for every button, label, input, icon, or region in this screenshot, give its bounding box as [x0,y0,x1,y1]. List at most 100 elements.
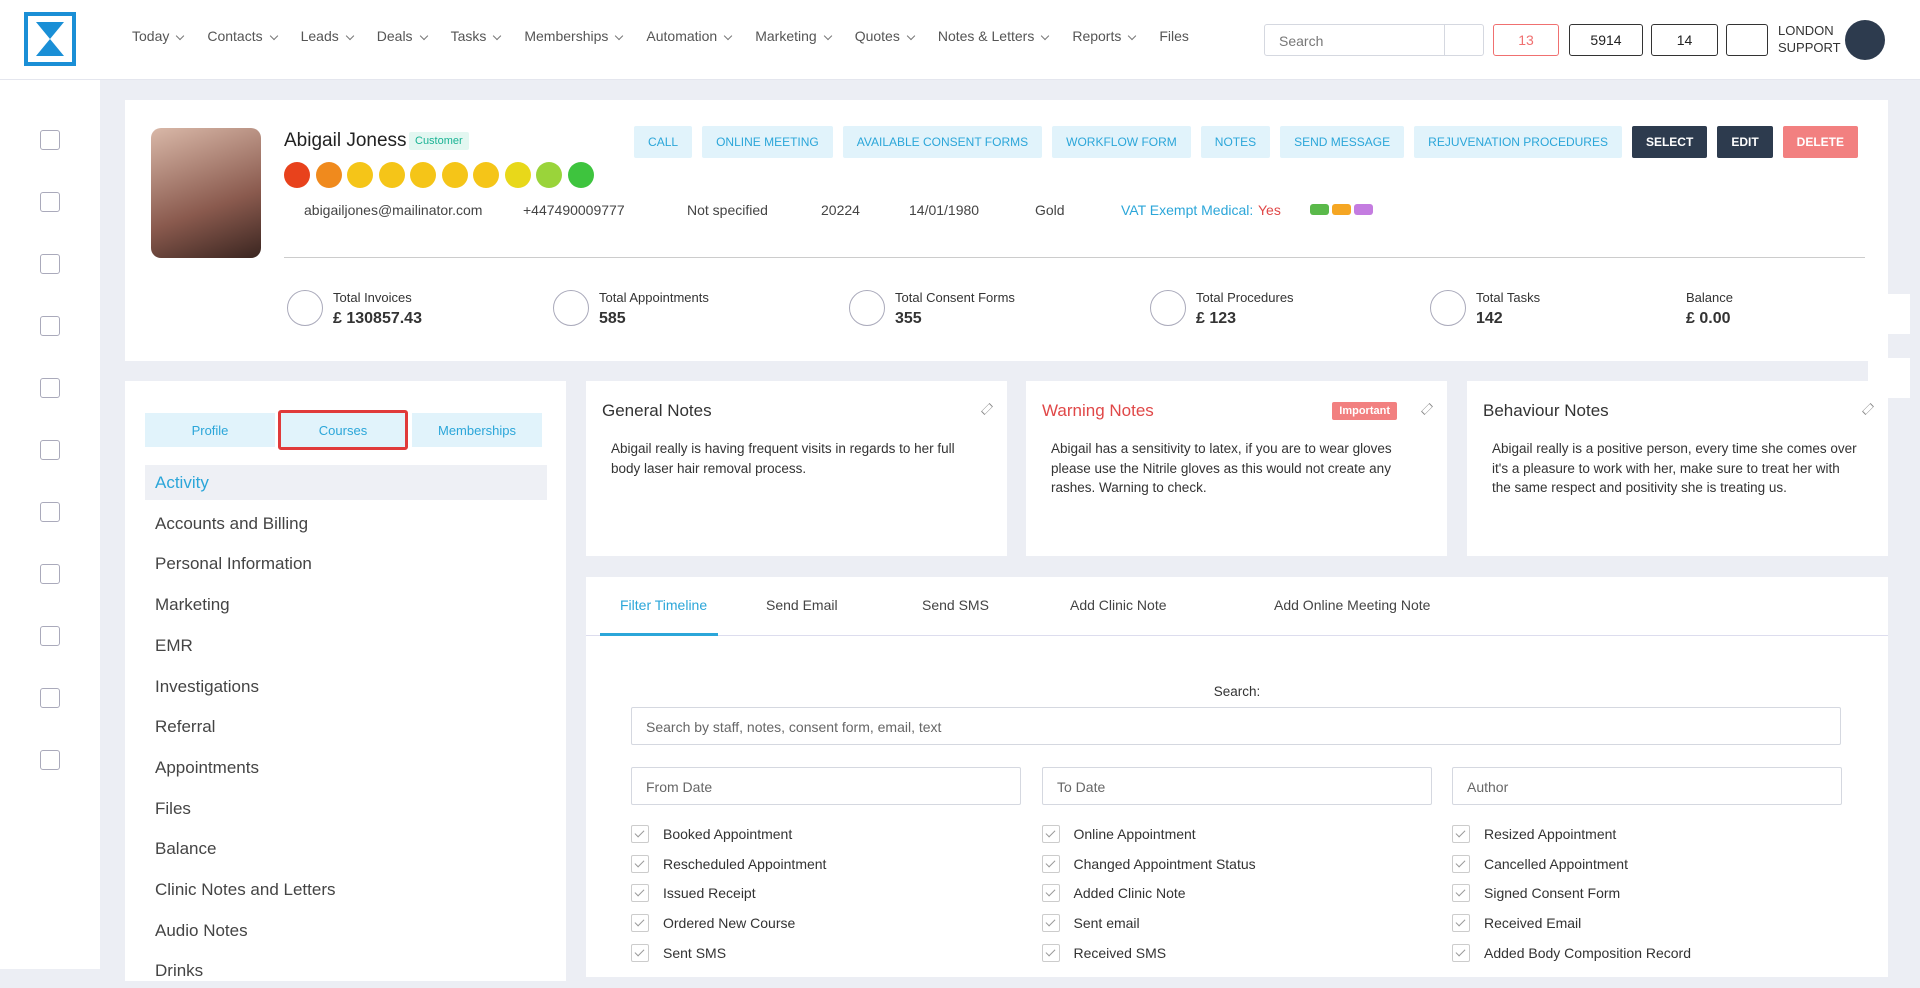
search-input[interactable]: Search by staff, notes, consent form, em… [631,707,1841,745]
filter-input[interactable]: From Date [631,767,1021,805]
stat-label: Total Appointments [599,290,709,305]
note-card: Behaviour Notes Abigail really is a posit… [1467,381,1888,556]
action-button[interactable]: WORKFLOW FORM [1052,126,1191,158]
filter-checkbox[interactable]: Added Clinic Note [1041,884,1186,903]
menu-item[interactable]: Accounts and Billing [155,513,309,533]
sidebar-icon[interactable] [40,192,60,212]
sidebar-icon[interactable] [40,254,60,274]
tab[interactable]: Profile [145,413,275,447]
phone-button[interactable]: 5914 [1569,24,1643,56]
note-title: General Notes [602,401,712,420]
menu-item[interactable]: Appointments [155,757,259,777]
menu-item[interactable]: Files [155,798,191,818]
menu-item[interactable]: Referral [155,717,216,737]
menu-item[interactable]: Audio Notes [155,920,248,940]
edit-icon[interactable] [1421,403,1433,415]
menu-item[interactable]: Drinks [155,961,204,981]
rating-face[interactable] [315,162,342,188]
nav-item[interactable]: Memberships [524,28,624,44]
cart-button[interactable] [1868,294,1910,334]
sidebar-icon[interactable] [40,502,60,522]
avatar[interactable] [1845,20,1885,60]
nav-item[interactable]: Automation [646,28,733,44]
filter-checkbox[interactable]: Resized Appointment [1452,825,1616,843]
filter-checkbox[interactable]: Issued Receipt [631,884,756,903]
tab[interactable]: Memberships [412,413,542,447]
rating-face[interactable] [473,162,499,188]
filter-checkbox[interactable]: Online Appointment [1041,825,1196,843]
menu-item[interactable]: EMR [155,635,193,655]
nav-item[interactable]: Files [1159,28,1189,44]
menu-item[interactable]: Activity [145,465,547,500]
nav-item[interactable]: Reports [1072,28,1137,44]
filter-input[interactable]: To Date [1042,767,1432,805]
timeline-tab[interactable]: Filter Timeline [620,597,708,613]
action-button[interactable]: DELETE [1782,126,1858,158]
menu-item[interactable]: Investigations [155,676,259,696]
menu-item[interactable]: Balance [155,839,217,859]
rating-face[interactable] [567,162,594,188]
rating-face[interactable] [410,162,436,188]
filter-checkbox[interactable]: Changed Appointment Status [1041,854,1256,873]
filter-checkbox[interactable]: Received Email [1452,914,1581,933]
nav-item[interactable]: Leads [301,28,355,44]
action-button[interactable]: NOTES [1200,126,1271,158]
timeline-tab[interactable]: Send SMS [922,597,989,613]
filter-checkbox[interactable]: Rescheduled Appointment [631,854,826,873]
rating-face[interactable] [284,162,310,188]
action-button[interactable]: CALL [634,126,693,158]
nav-item[interactable]: Deals [377,28,429,44]
menu-item[interactable]: Clinic Notes and Letters [155,880,336,899]
rating-face[interactable] [347,162,373,188]
action-button[interactable]: REJUVENATION PROCEDURES [1414,126,1622,158]
sidebar-icon[interactable] [40,378,60,398]
stat-icon [287,290,323,326]
timeline-tab[interactable]: Add Online Meeting Note [1274,597,1431,613]
nav-item[interactable]: Tasks [451,28,503,44]
sidebar-icon[interactable] [40,626,60,646]
filter-checkbox[interactable]: Cancelled Appointment [1452,854,1628,873]
sidebar-icon[interactable] [40,750,60,770]
menu-item[interactable]: Marketing [155,595,230,615]
filter-input[interactable]: Author [1452,767,1842,805]
nav-item[interactable]: Today [132,28,185,44]
rating-face[interactable] [536,162,562,188]
tab[interactable]: Courses [278,410,408,450]
filter-checkbox[interactable]: Added Body Composition Record [1452,943,1691,962]
nav-item[interactable]: Marketing [755,28,832,44]
task-button[interactable]: 14 [1651,24,1718,56]
filter-checkbox[interactable]: Sent email [1041,914,1140,933]
action-button[interactable]: EDIT [1717,126,1773,158]
nav-item[interactable]: Notes & Letters [938,28,1051,44]
rating-face[interactable] [441,162,468,188]
edit-icon[interactable] [981,403,993,415]
filter-checkbox[interactable]: Booked Appointment [631,825,792,843]
search-box[interactable]: Search [1264,24,1484,56]
timeline-tab[interactable]: Add Clinic Note [1070,597,1167,613]
nav-item[interactable]: Contacts [207,28,278,44]
sidebar-icon[interactable] [40,688,60,708]
rating-face[interactable] [504,162,531,188]
edit-icon[interactable] [1862,403,1874,415]
nav-item[interactable]: Quotes [855,28,916,44]
action-button[interactable]: SEND MESSAGE [1280,126,1405,158]
note-text: Abigail really is having frequent visits… [611,441,955,476]
mail-button[interactable]: 13 [1493,24,1559,56]
sidebar-icon[interactable] [40,316,60,336]
chat-button[interactable] [1868,358,1910,398]
sidebar-icon[interactable] [40,564,60,584]
sidebar-icon[interactable] [40,130,60,150]
filter-checkbox[interactable]: Received SMS [1041,943,1166,962]
filter-checkbox[interactable]: Ordered New Course [631,914,795,933]
rating-face[interactable] [378,162,405,188]
timeline-tab[interactable]: Send Email [766,597,838,613]
stat: Total Procedures £ 123 [1150,290,1294,328]
actions: CALL ONLINE MEETING AVAILABLE CONSENT FORM… [634,126,1858,158]
sidebar-icon[interactable] [40,440,60,460]
filter-checkbox[interactable]: Signed Consent Form [1452,884,1620,903]
menu-item[interactable]: Personal Information [155,554,312,574]
action-button[interactable]: ONLINE MEETING [702,126,833,158]
filter-checkbox[interactable]: Sent SMS [631,943,726,962]
action-button[interactable]: AVAILABLE CONSENT FORMS [842,126,1043,158]
action-button[interactable]: SELECT [1631,126,1708,158]
